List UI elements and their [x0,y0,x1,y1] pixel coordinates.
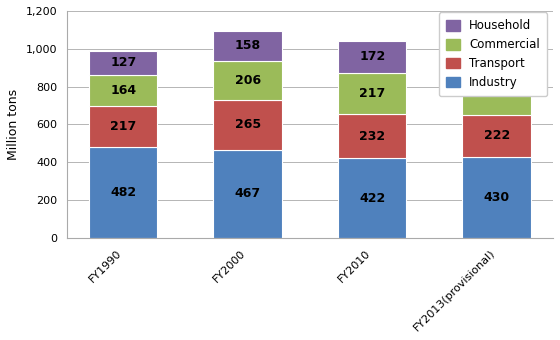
Bar [338,41,407,73]
Text: 172: 172 [359,50,385,64]
Bar [213,150,282,238]
Bar [463,62,531,115]
Text: 430: 430 [484,191,510,204]
Bar [89,106,157,147]
Text: 203: 203 [484,36,510,49]
Text: 232: 232 [359,130,385,143]
Text: 482: 482 [110,186,136,199]
Text: 422: 422 [359,192,385,205]
Bar [338,73,407,114]
Text: 158: 158 [235,39,261,52]
Text: 222: 222 [484,129,510,142]
Text: 281: 281 [484,82,510,95]
Text: 164: 164 [110,84,136,97]
Bar [463,157,531,238]
Bar [338,158,407,238]
Text: 265: 265 [235,118,261,131]
Text: 217: 217 [359,87,385,100]
Y-axis label: Million tons: Million tons [7,89,20,160]
Bar [89,51,157,75]
Text: 217: 217 [110,120,136,133]
Bar [213,100,282,150]
Text: 127: 127 [110,56,136,69]
Bar [338,114,407,158]
Text: 467: 467 [235,187,261,200]
Bar [89,147,157,238]
Text: 206: 206 [235,73,261,86]
Bar [463,23,531,62]
Legend: Household, Commercial, Transport, Industry: Household, Commercial, Transport, Indust… [438,12,547,96]
Bar [213,31,282,61]
Bar [89,75,157,106]
Bar [463,115,531,157]
Bar [213,61,282,100]
